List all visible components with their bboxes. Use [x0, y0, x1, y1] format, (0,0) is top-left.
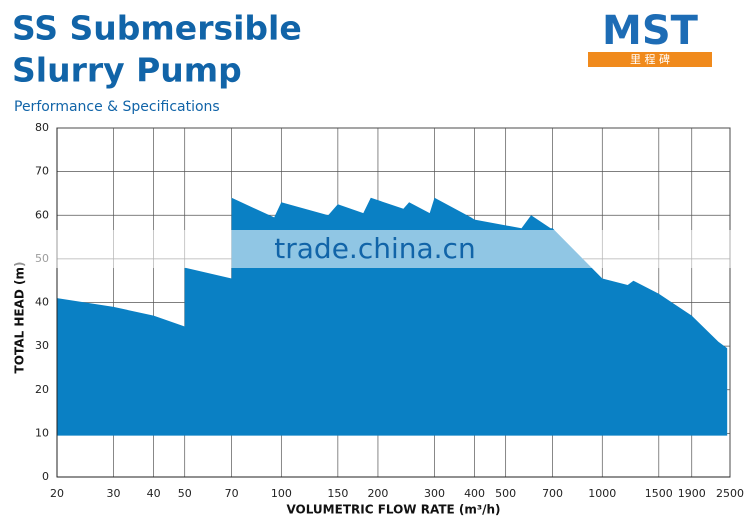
y-tick-label: 20 — [35, 383, 49, 396]
watermark: trade.china.cn — [274, 232, 475, 265]
y-tick-label: 10 — [35, 426, 49, 439]
x-tick-label: 30 — [107, 487, 121, 500]
x-tick-label: 1900 — [678, 487, 706, 500]
y-tick-label: 80 — [35, 121, 49, 134]
x-tick-label: 20 — [50, 487, 64, 500]
x-tick-label: 50 — [178, 487, 192, 500]
x-tick-label: 300 — [424, 487, 445, 500]
x-tick-label: 400 — [464, 487, 485, 500]
y-tick-label: 40 — [35, 296, 49, 309]
logo-subtext: 里 程 碑 — [630, 53, 670, 66]
subtitle: Performance & Specifications — [14, 99, 220, 115]
x-tick-label: 200 — [367, 487, 388, 500]
y-tick-label: 0 — [42, 470, 49, 483]
y-axis-label: TOTAL HEAD (m) — [13, 262, 27, 374]
title-line-2: Slurry Pump — [12, 51, 242, 90]
x-tick-label: 40 — [147, 487, 161, 500]
y-tick-label: 70 — [35, 165, 49, 178]
y-tick-label: 30 — [35, 339, 49, 352]
plot: 20 30 40 50 70 100 150 200 300 400 500 700 1000 1500 1… — [13, 121, 745, 517]
x-tick-label: 100 — [271, 487, 292, 500]
x-tick-label: 70 — [225, 487, 239, 500]
x-tick-label: 500 — [495, 487, 516, 500]
title-line-1: SS Submersible — [12, 9, 302, 48]
logo-text: MST — [602, 8, 699, 54]
x-tick-label: 2500 — [716, 487, 744, 500]
x-tick-label: 1000 — [588, 487, 616, 500]
watermark-band — [0, 230, 750, 268]
x-tick-label: 700 — [542, 487, 563, 500]
y-tick-label: 60 — [35, 208, 49, 221]
x-tick-label: 150 — [327, 487, 348, 500]
x-axis-label: VOLUMETRIC FLOW RATE (m³/h) — [286, 503, 500, 517]
logo-bar — [588, 52, 712, 67]
x-tick-label: 1500 — [645, 487, 673, 500]
